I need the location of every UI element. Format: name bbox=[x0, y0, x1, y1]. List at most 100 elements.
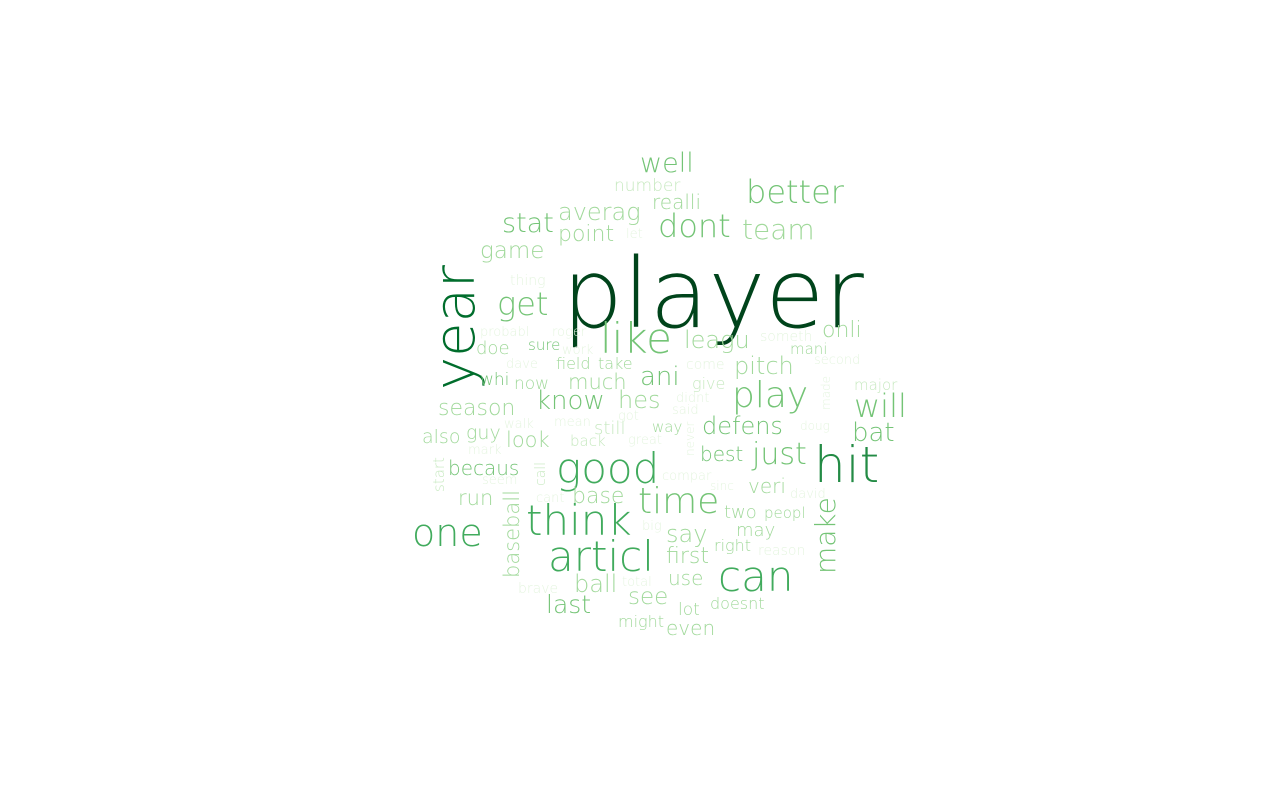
word-second: second bbox=[814, 353, 861, 368]
word-big: big bbox=[642, 519, 662, 534]
word-say: say bbox=[666, 520, 708, 548]
word-becaus: becaus bbox=[448, 456, 520, 480]
word-thing: thing bbox=[510, 273, 546, 289]
word-well: well bbox=[640, 148, 694, 179]
word-total: total bbox=[622, 575, 652, 590]
word-made: made bbox=[819, 375, 833, 410]
word-point: point bbox=[558, 222, 615, 247]
word-time: time bbox=[638, 481, 720, 522]
word-sinc: sinc bbox=[710, 479, 734, 493]
word-doug: doug bbox=[800, 419, 830, 433]
word-bat: bat bbox=[852, 418, 895, 448]
word-reason: reason bbox=[758, 543, 806, 559]
word-guy: guy bbox=[466, 422, 501, 444]
word-team: team bbox=[742, 213, 815, 246]
word-mark: mark bbox=[468, 443, 502, 458]
word-pitch: pitch bbox=[734, 352, 794, 380]
word-call: call bbox=[533, 461, 549, 486]
word-realli: realli bbox=[652, 190, 702, 214]
word-dave: dave bbox=[506, 357, 538, 372]
word-give: give bbox=[692, 374, 726, 393]
word-peopl: peopl bbox=[764, 504, 806, 522]
word-probabl: probabl bbox=[480, 325, 530, 340]
word-one: one bbox=[412, 511, 483, 555]
word-great: great bbox=[628, 433, 662, 448]
word-first: first bbox=[666, 544, 709, 569]
word-even: even bbox=[666, 616, 716, 640]
word-walk: walk bbox=[504, 417, 534, 432]
word-take: take bbox=[598, 354, 633, 373]
word-baseball: baseball bbox=[500, 490, 524, 578]
word-better: better bbox=[746, 173, 844, 211]
word-cant: cant bbox=[536, 491, 565, 506]
word-player: player bbox=[562, 238, 864, 350]
word-can: can bbox=[718, 552, 794, 601]
word-hit: hit bbox=[814, 436, 880, 494]
word-david: david bbox=[790, 487, 826, 502]
word-way: way bbox=[652, 418, 683, 436]
word-defens: defens bbox=[702, 412, 783, 440]
word-whi: whi bbox=[480, 370, 510, 390]
word-might: might bbox=[618, 612, 665, 631]
word-will: will bbox=[854, 387, 907, 425]
word-right: right bbox=[714, 536, 752, 555]
word-come: come bbox=[686, 357, 725, 373]
word-ball: ball bbox=[574, 570, 618, 598]
word-back: back bbox=[570, 432, 606, 450]
word-said: said bbox=[672, 403, 699, 418]
word-may: may bbox=[736, 520, 776, 541]
word-mean: mean bbox=[554, 415, 591, 430]
word-year: year bbox=[423, 265, 488, 390]
word-make: make bbox=[809, 497, 842, 574]
word-season: season bbox=[438, 396, 516, 421]
word-doesnt: doesnt bbox=[710, 594, 765, 613]
word-last: last bbox=[546, 590, 592, 619]
word-game: game bbox=[480, 238, 545, 264]
word-start: start bbox=[430, 457, 448, 492]
word-now: now bbox=[514, 374, 550, 394]
word-compar: compar bbox=[662, 469, 712, 484]
word-doe: doe bbox=[476, 338, 510, 359]
word-veri: veri bbox=[748, 474, 786, 498]
word-use: use bbox=[668, 566, 704, 590]
word-lot: lot bbox=[678, 600, 700, 620]
word-articl: articl bbox=[548, 532, 654, 581]
word-look: look bbox=[506, 428, 550, 452]
word-someth: someth bbox=[760, 329, 813, 345]
word-work: work bbox=[562, 343, 594, 358]
word-sure: sure bbox=[528, 336, 561, 354]
word-roger: roger bbox=[552, 325, 587, 340]
word-onli: onli bbox=[822, 318, 862, 343]
word-like: like bbox=[600, 314, 673, 363]
word-still: still bbox=[594, 418, 626, 439]
word-hes: hes bbox=[618, 386, 661, 414]
word-also: also bbox=[422, 426, 461, 448]
word-never: never bbox=[683, 421, 697, 456]
word-dont: dont bbox=[658, 207, 731, 245]
word-let: let bbox=[626, 227, 643, 242]
word-base: base bbox=[572, 484, 625, 509]
word-seem: seem bbox=[482, 473, 518, 488]
word-major: major bbox=[854, 376, 898, 394]
word-run: run bbox=[458, 486, 494, 510]
word-good: good bbox=[556, 444, 660, 493]
word-number: number bbox=[614, 176, 681, 196]
word-two: two bbox=[724, 502, 757, 523]
word-just: just bbox=[752, 437, 807, 472]
word-think: think bbox=[526, 496, 632, 545]
word-field: field bbox=[556, 354, 591, 373]
word-see: see bbox=[628, 584, 669, 610]
word-get: get bbox=[497, 285, 549, 323]
word-didnt: didnt bbox=[676, 391, 710, 406]
word-play: play bbox=[732, 375, 809, 416]
word-got: got bbox=[618, 409, 639, 424]
word-know: know bbox=[536, 386, 605, 416]
word-stat: stat bbox=[502, 208, 554, 239]
word-ani: ani bbox=[640, 362, 680, 392]
word-leagu: leagu bbox=[684, 326, 750, 354]
word-averag: averag bbox=[558, 198, 641, 226]
word-much: much bbox=[568, 370, 627, 394]
word-mani: mani bbox=[790, 340, 828, 358]
word-brave: brave bbox=[518, 581, 559, 597]
